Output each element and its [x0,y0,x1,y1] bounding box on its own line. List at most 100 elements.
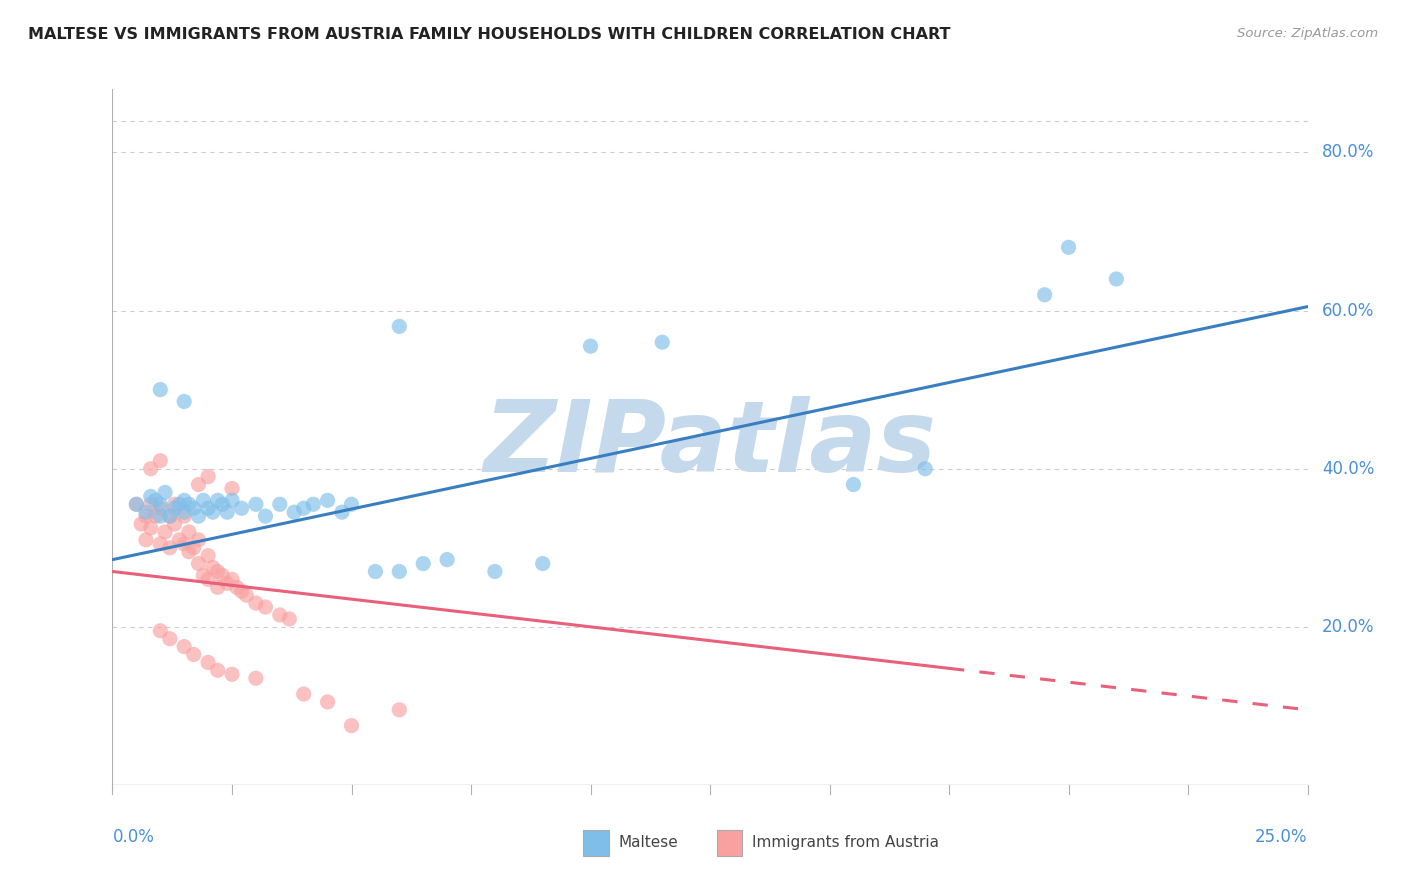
Point [579,339,602,353]
Point [201,505,224,519]
Point [221,573,243,587]
Point [173,505,195,519]
Point [269,607,291,622]
Point [187,509,209,524]
Point [197,573,219,587]
Point [245,497,267,511]
Point [211,497,233,511]
Point [125,497,148,511]
Point [484,565,506,579]
Point [193,568,215,582]
Point [217,505,239,519]
Point [914,461,936,475]
Text: 60.0%: 60.0% [1322,301,1374,319]
Point [221,667,243,681]
Point [135,533,157,547]
Point [235,588,257,602]
Point [159,509,181,524]
Point [173,537,195,551]
Text: ZIPatlas: ZIPatlas [484,396,936,493]
Point [225,580,247,594]
Point [842,477,865,491]
Point [163,497,186,511]
Point [149,537,172,551]
Point [207,565,229,579]
Point [302,497,325,511]
Point [159,632,181,646]
Text: 80.0%: 80.0% [1322,144,1374,161]
Point [149,501,172,516]
Point [149,497,172,511]
Point [388,703,411,717]
Point [231,584,253,599]
Point [254,509,277,524]
Point [145,493,167,508]
Point [245,671,267,685]
Point [177,497,200,511]
Point [153,524,176,539]
Point [183,648,205,662]
Point [388,319,411,334]
Point [149,383,172,397]
Text: 0.0%: 0.0% [112,829,155,847]
Point [1033,287,1056,301]
Point [173,509,195,524]
Point [1105,272,1128,286]
Point [201,560,224,574]
Point [364,565,387,579]
Point [145,509,167,524]
Point [217,576,239,591]
Point [412,557,434,571]
Point [316,695,339,709]
Point [129,516,152,531]
Point [159,509,181,524]
Point [187,533,209,547]
Point [283,505,305,519]
Point [139,461,162,475]
Point [187,477,209,491]
Point [316,493,339,508]
Point [139,497,162,511]
Point [340,719,363,733]
Point [197,549,219,563]
Point [207,580,229,594]
Point [269,497,291,511]
Point [177,545,200,559]
Point [163,516,186,531]
Point [245,596,267,610]
Text: 40.0%: 40.0% [1322,459,1374,478]
Text: Immigrants from Austria: Immigrants from Austria [752,836,939,850]
Point [139,489,162,503]
Point [292,687,315,701]
Point [177,524,200,539]
Point [292,501,315,516]
Point [169,533,191,547]
Point [139,521,162,535]
Point [388,565,411,579]
Point [173,640,195,654]
Point [149,454,172,468]
Point [153,485,176,500]
Point [183,541,205,555]
Point [159,541,181,555]
Point [221,482,243,496]
Point [163,501,186,516]
Text: Maltese: Maltese [619,836,678,850]
Point [169,497,191,511]
Point [125,497,148,511]
Text: 25.0%: 25.0% [1256,829,1308,847]
Point [197,656,219,670]
Point [651,335,673,350]
Point [278,612,301,626]
Point [135,509,157,524]
Point [231,501,253,516]
Point [436,552,458,566]
Text: MALTESE VS IMMIGRANTS FROM AUSTRIA FAMILY HOUSEHOLDS WITH CHILDREN CORRELATION C: MALTESE VS IMMIGRANTS FROM AUSTRIA FAMIL… [28,27,950,42]
Point [340,497,363,511]
Point [197,501,219,516]
Point [173,394,195,409]
Point [254,600,277,615]
Point [173,493,195,508]
Point [197,469,219,483]
Point [1057,240,1080,254]
